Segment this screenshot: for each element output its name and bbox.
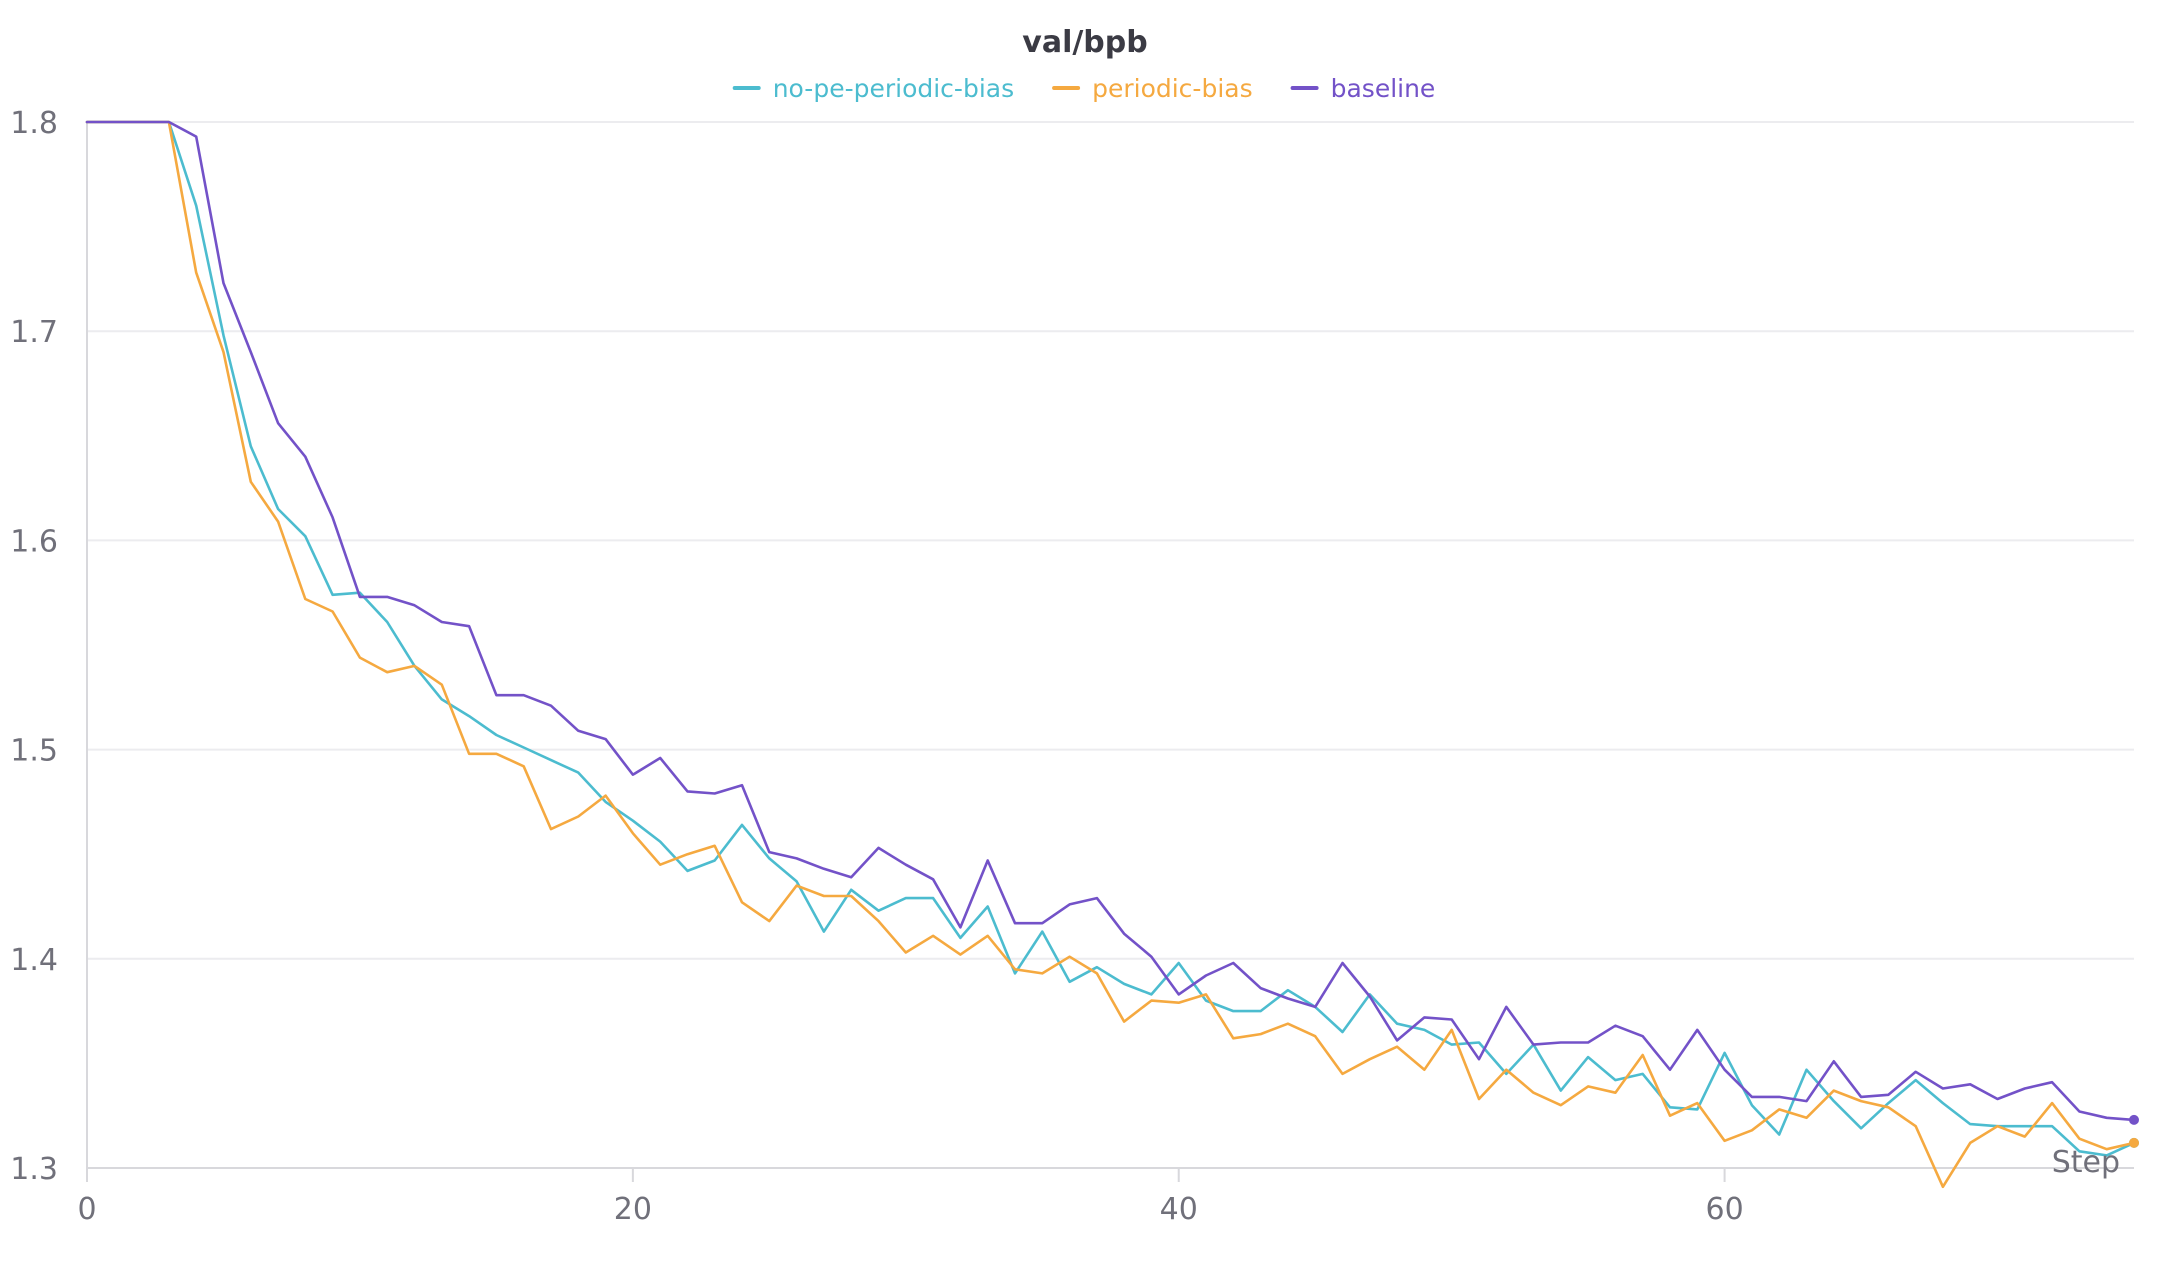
x-tick-label: 40 (1160, 1192, 1198, 1227)
series-endpoint-baseline (2129, 1114, 2139, 1125)
y-tick-label: 1.4 (10, 943, 58, 978)
legend-item-baseline[interactable]: baseline (1290, 74, 1436, 103)
chart-title: val/bpb (1022, 25, 1147, 60)
series-line-periodic-bias[interactable] (85, 120, 2136, 1189)
x-axis-title: Step (2052, 1145, 2120, 1180)
y-tick-label: 1.3 (10, 1152, 58, 1187)
y-tick-label: 1.6 (10, 524, 58, 559)
series-line-baseline[interactable] (85, 120, 2136, 1122)
y-tick-label: 1.7 (10, 315, 58, 350)
legend-label: periodic-bias (1092, 74, 1253, 103)
x-tick-label: 20 (614, 1192, 652, 1227)
series-line-no-pe-periodic-bias[interactable] (85, 120, 2136, 1157)
legend[interactable]: no-pe-periodic-bias periodic-bias baseline (732, 74, 1436, 103)
gridlines (87, 121, 2134, 1169)
axes: 1.3 1.4 1.5 1.6 1.7 1.8 0 20 40 60 (10, 106, 2134, 1227)
y-tick-label: 1.5 (10, 734, 58, 769)
x-tick-label: 60 (1706, 1192, 1744, 1227)
legend-item-no-pe-periodic-bias[interactable]: no-pe-periodic-bias (732, 74, 1014, 103)
legend-label: baseline (1331, 74, 1436, 103)
series-endpoint-periodic-bias (2129, 1137, 2139, 1148)
y-tick-label: 1.8 (10, 106, 58, 141)
series-layer (85, 120, 2139, 1189)
legend-label: no-pe-periodic-bias (773, 74, 1014, 103)
legend-item-periodic-bias[interactable]: periodic-bias (1052, 74, 1253, 103)
x-tick-label: 0 (77, 1192, 96, 1227)
